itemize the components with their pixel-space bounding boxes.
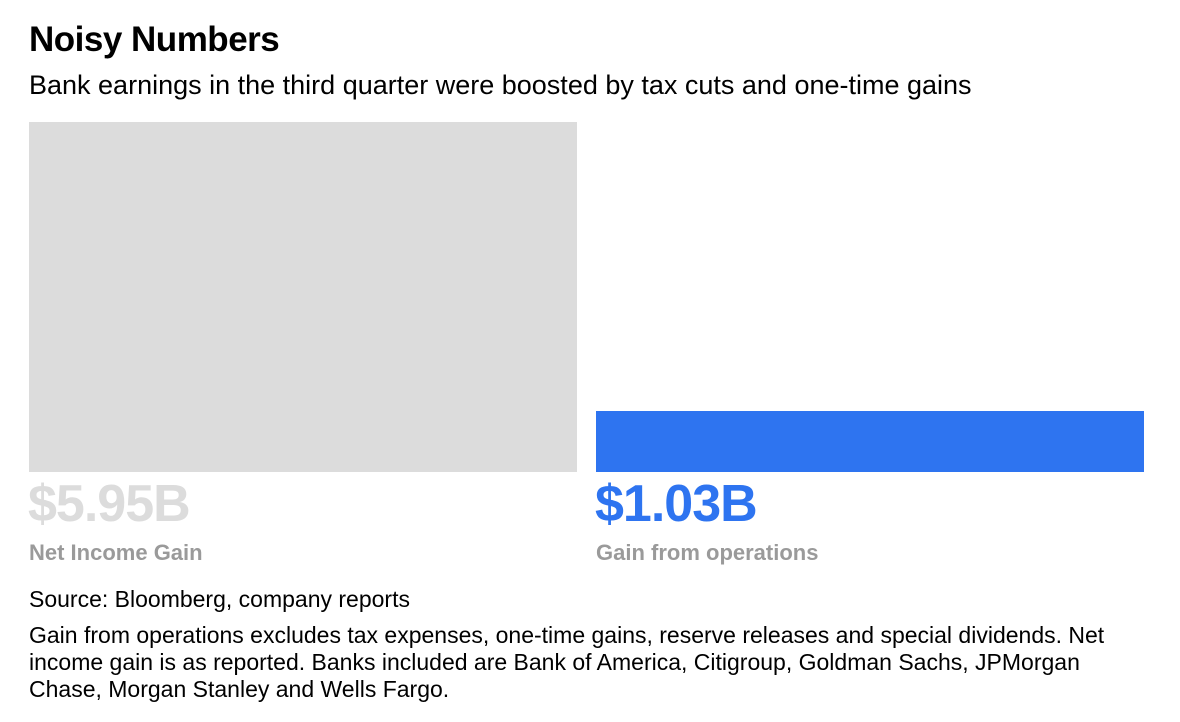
chart-title: Noisy Numbers	[29, 20, 280, 59]
bar-column-2	[596, 122, 1144, 472]
bar-2	[596, 411, 1144, 472]
category-label-2: Gain from operations	[596, 540, 819, 565]
bar-column-1	[29, 122, 577, 472]
value-label-1: $5.95B	[28, 475, 191, 533]
source-note: Source: Bloomberg, company reports	[29, 586, 410, 612]
footnote: Gain from operations excludes tax expens…	[29, 622, 1105, 702]
bar-1	[29, 122, 577, 472]
value-label-2: $1.03B	[595, 475, 758, 533]
category-label-1: Net Income Gain	[29, 540, 203, 565]
chart-subtitle: Bank earnings in the third quarter were …	[29, 70, 972, 100]
